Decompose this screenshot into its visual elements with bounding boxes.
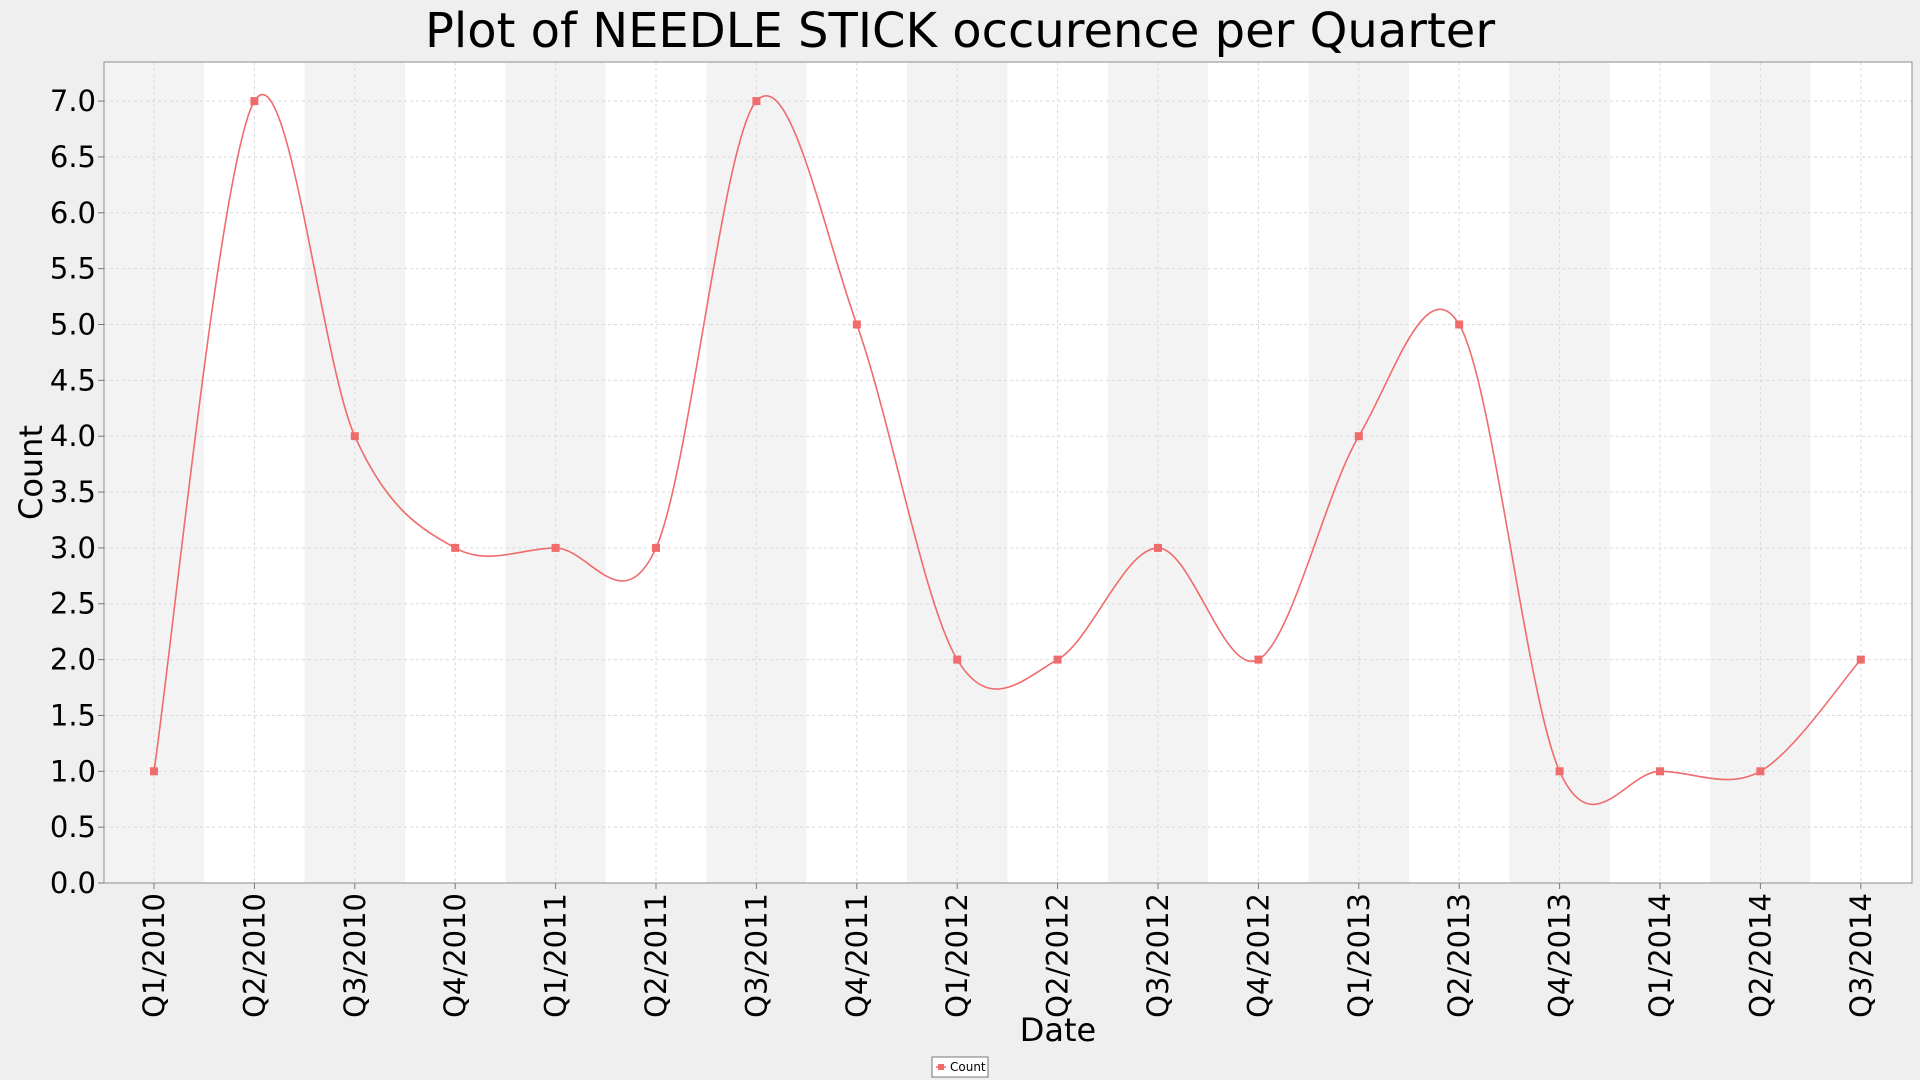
- y-tick-label: 6.5: [50, 140, 96, 174]
- x-tick-label: Q2/2012: [1041, 893, 1075, 1018]
- y-axis: 0.0 0.5 1.0 1.5 2.0 2.5 3.0 3.5 4.0 4.5 5.0 5.5 6.0 6…: [50, 84, 104, 900]
- data-point-q1-2011: [551, 543, 560, 552]
- legend-marker-swatch: [938, 1064, 944, 1070]
- x-tick-label: Q1/2014: [1643, 893, 1677, 1018]
- data-point-q4-2012: [1254, 655, 1263, 664]
- plot-frame: [103, 61, 1913, 884]
- data-point-q3-2012: [1154, 543, 1162, 552]
- legend-entry-count: Count: [950, 1060, 986, 1074]
- data-point-q3-2014: [1856, 655, 1865, 664]
- x-axis-label: Date: [1020, 1011, 1096, 1049]
- grid-lines: [104, 62, 1912, 884]
- legend: Count: [931, 1056, 989, 1078]
- y-tick-label: 4.5: [50, 363, 96, 397]
- data-point-q2-2013: [1455, 320, 1464, 329]
- data-point-q3-2011: [752, 97, 761, 106]
- x-tick-label: Q1/2011: [539, 893, 573, 1018]
- x-tick-label: Q4/2010: [438, 893, 472, 1018]
- data-point-q4-2013: [1555, 767, 1564, 776]
- x-tick-label: Q3/2014: [1844, 893, 1878, 1018]
- chart-title: Plot of NEEDLE STICK occurence per Quart…: [425, 3, 1495, 59]
- data-point-q1-2010: [150, 767, 158, 776]
- y-tick-label: 3.5: [50, 475, 96, 509]
- y-axis-label: Count: [12, 425, 50, 520]
- x-axis: Q1/2010 Q2/2010 Q3/2010 Q4/2010 Q1/2011 Q2/20…: [137, 883, 1878, 1018]
- series-points: [150, 97, 1865, 776]
- x-tick-label: Q3/2012: [1141, 893, 1175, 1018]
- data-point-q4-2011: [852, 320, 861, 329]
- y-tick-label: 2.5: [50, 587, 96, 621]
- y-tick-label: 0.0: [50, 866, 96, 900]
- y-tick-label: 2.0: [50, 643, 96, 677]
- y-tick-label: 7.0: [50, 84, 96, 118]
- y-tick-label: 6.0: [50, 196, 96, 230]
- data-point-q2-2011: [652, 543, 660, 552]
- data-point-q1-2014: [1656, 767, 1664, 776]
- x-tick-label: Q4/2013: [1543, 893, 1577, 1018]
- x-tick-label: Q2/2013: [1442, 893, 1476, 1018]
- x-tick-label: Q1/2013: [1342, 893, 1376, 1018]
- x-tick-label: Q1/2010: [137, 893, 171, 1018]
- plot-background-bands: [104, 62, 1912, 883]
- x-tick-label: Q2/2010: [237, 893, 271, 1018]
- data-point-q3-2010: [350, 432, 359, 441]
- x-tick-label: Q1/2012: [940, 893, 974, 1018]
- y-tick-label: 1.5: [50, 698, 96, 732]
- x-tick-label: Q4/2011: [840, 893, 874, 1018]
- data-point-q2-2010: [250, 97, 259, 106]
- x-tick-label: Q2/2014: [1743, 893, 1777, 1018]
- x-tick-label: Q3/2010: [338, 893, 372, 1018]
- x-tick-label: Q3/2011: [739, 893, 773, 1018]
- data-point-q1-2012: [953, 655, 962, 664]
- data-point-q2-2014: [1756, 767, 1765, 776]
- y-tick-label: 0.5: [50, 810, 96, 844]
- x-tick-label: Q4/2012: [1241, 893, 1275, 1018]
- y-tick-label: 4.0: [50, 419, 96, 453]
- data-point-q1-2013: [1354, 432, 1363, 441]
- y-tick-label: 3.0: [50, 531, 96, 565]
- y-tick-label: 5.0: [50, 307, 96, 341]
- data-point-q4-2010: [451, 543, 460, 552]
- y-tick-label: 1.0: [50, 754, 96, 788]
- data-point-q2-2012: [1053, 655, 1062, 664]
- x-tick-label: Q2/2011: [639, 893, 673, 1018]
- y-tick-label: 5.5: [50, 252, 96, 286]
- legend-box: [931, 1056, 989, 1078]
